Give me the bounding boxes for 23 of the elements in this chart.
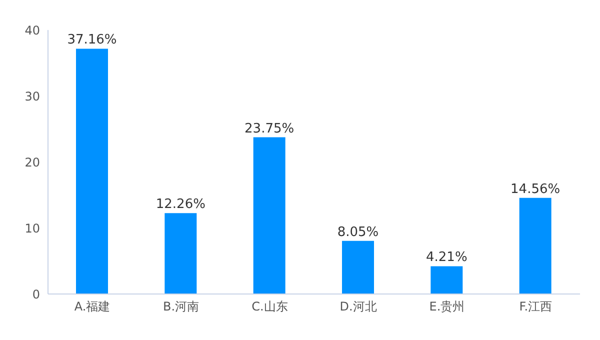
- x-tick-label: F.江西: [519, 300, 552, 314]
- y-tick-label: 30: [24, 89, 40, 104]
- data-label: 8.05%: [337, 224, 379, 240]
- x-tick-label: E.贵州: [429, 300, 465, 314]
- y-tick-label: 40: [24, 23, 40, 38]
- data-label: 4.21%: [426, 250, 468, 266]
- data-label: 14.56%: [510, 182, 560, 197]
- data-label: 37.16%: [67, 32, 117, 48]
- data-label: 23.75%: [244, 121, 294, 136]
- data-label: 12.26%: [156, 197, 206, 212]
- x-tick-label: B.河南: [162, 300, 200, 314]
- bar: [519, 198, 552, 294]
- x-tick-label: D.河北: [340, 300, 377, 314]
- bar: [253, 137, 286, 294]
- y-tick-label: 0: [32, 287, 40, 302]
- bar: [342, 240, 374, 294]
- x-tick-label: C.山东: [252, 300, 288, 314]
- bar: [76, 48, 108, 294]
- bar: [430, 266, 463, 294]
- bar: [164, 213, 197, 294]
- y-tick-label: 10: [24, 221, 40, 236]
- y-tick-label: 20: [24, 155, 40, 170]
- x-tick-label: A.福建: [74, 300, 110, 314]
